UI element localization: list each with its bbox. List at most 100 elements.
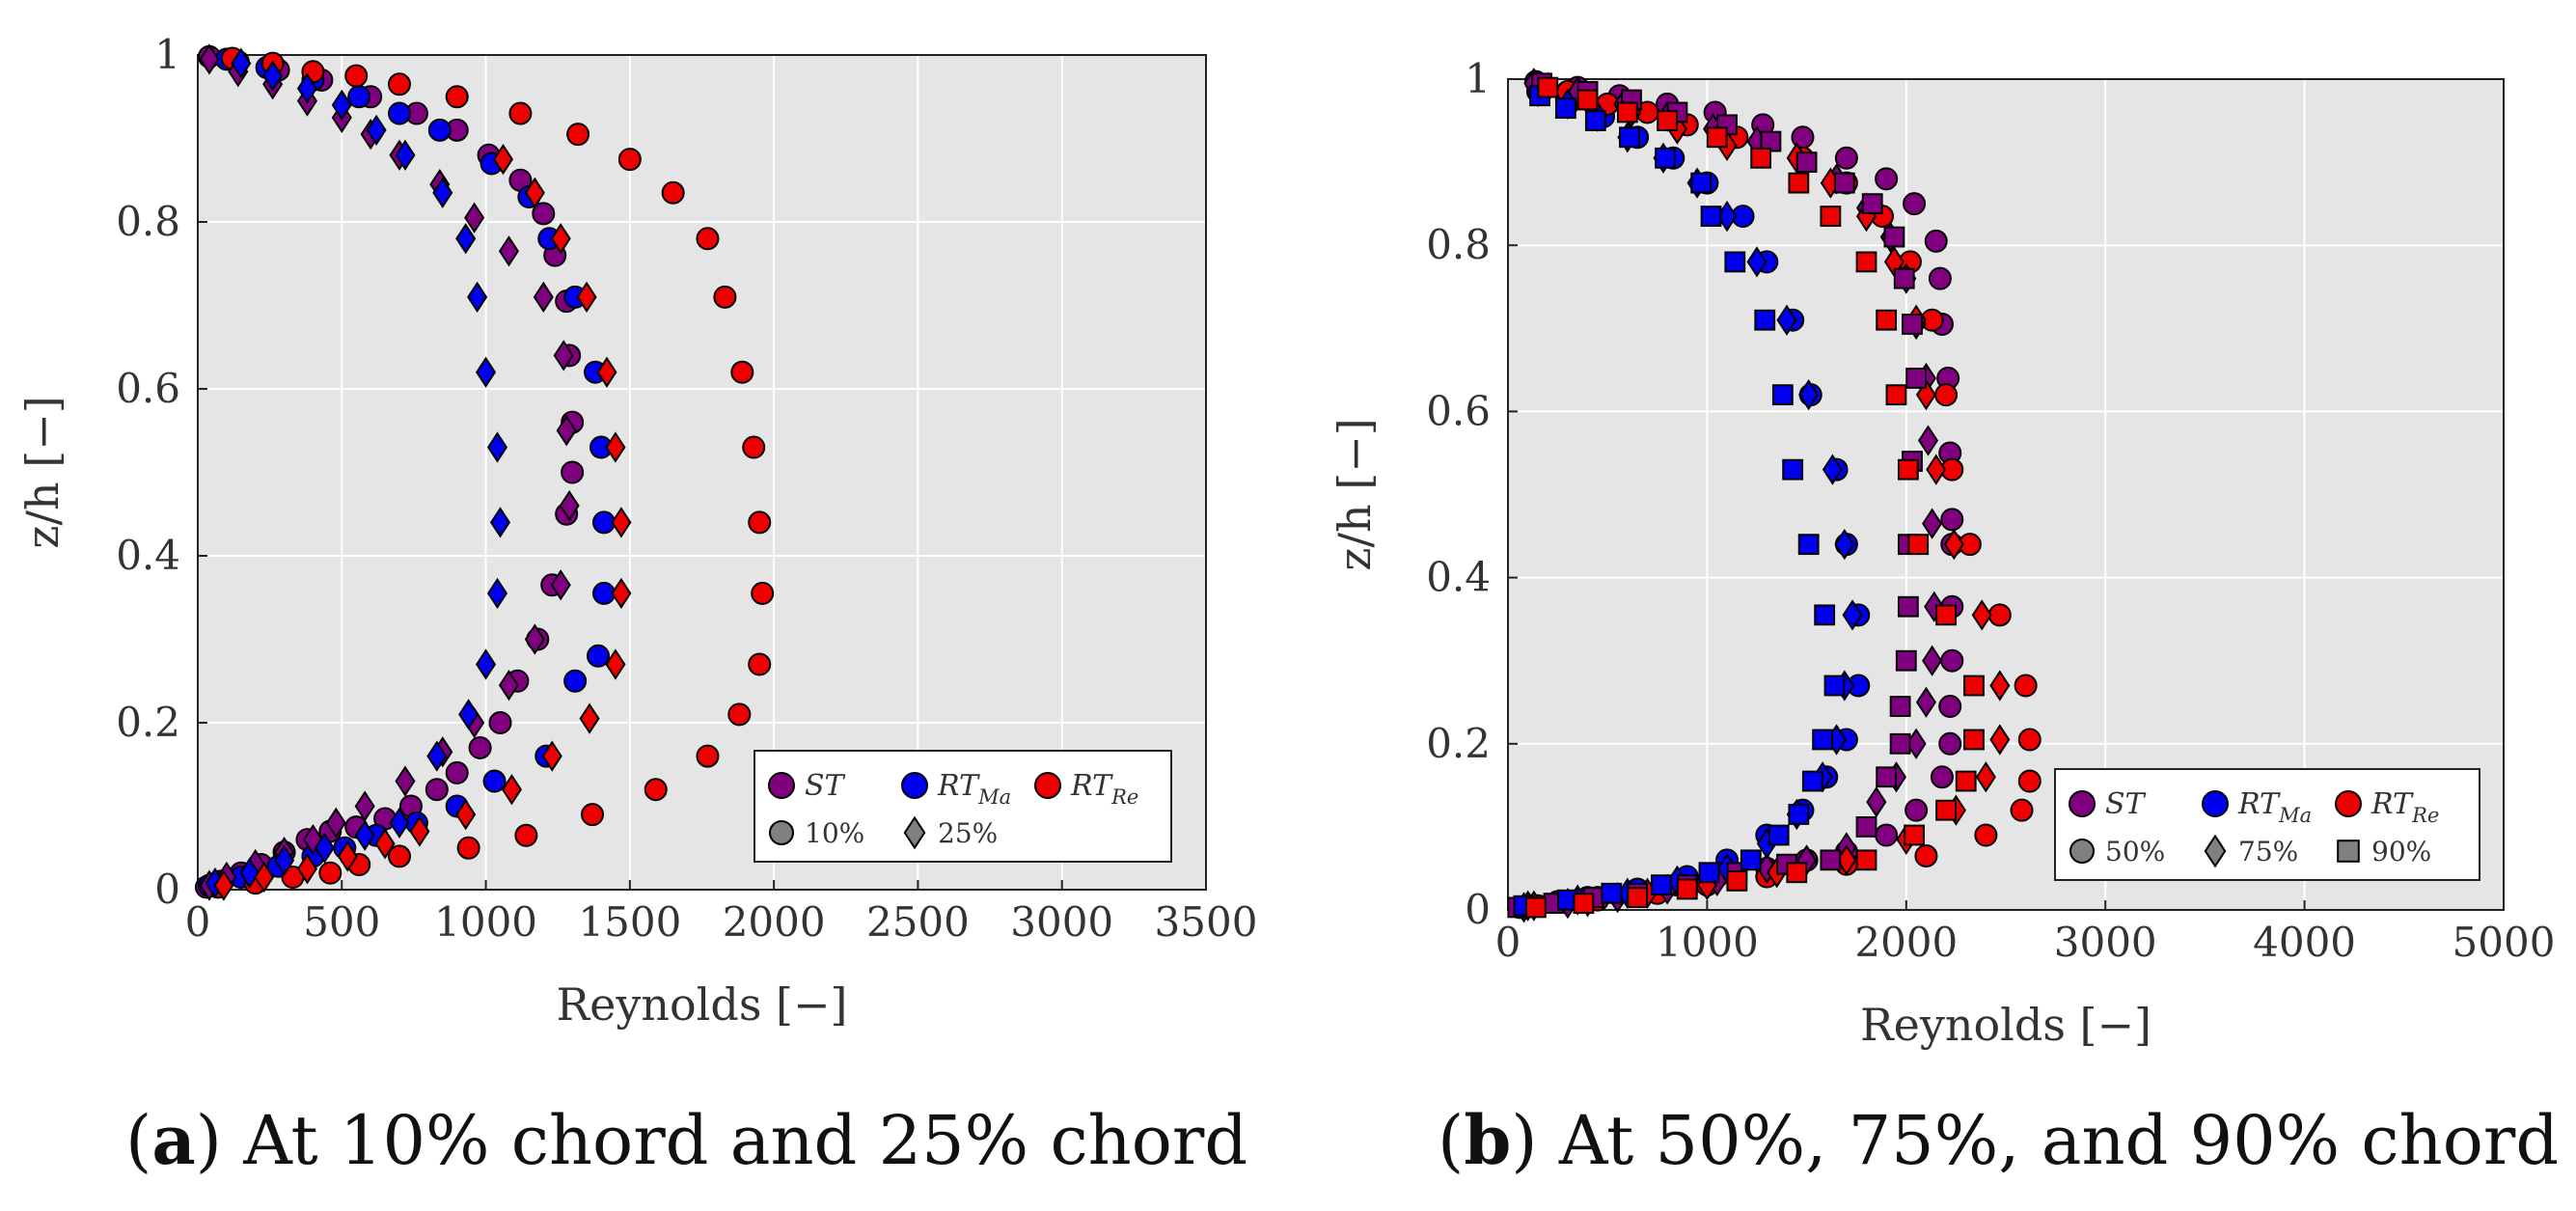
- data-point: [1524, 896, 1547, 919]
- data-point: [2014, 674, 2038, 698]
- series-rt-ma-25-: [205, 47, 511, 899]
- data-point: [514, 823, 538, 847]
- legend-color-marker: [1034, 772, 1061, 799]
- legend: ST RTMa RTRe 50% 75% 90%: [2054, 768, 2480, 881]
- data-point: [1938, 695, 1962, 719]
- data-point: [1861, 193, 1883, 215]
- data-point: [213, 869, 234, 901]
- data-point: [2010, 798, 2034, 822]
- data-point: [1812, 729, 1834, 751]
- data-point: [498, 235, 520, 267]
- data-point: [587, 644, 611, 668]
- data-point: [1915, 686, 1936, 718]
- data-point: [1905, 368, 1928, 389]
- data-point: [302, 823, 323, 856]
- data-point: [748, 510, 772, 535]
- data-point: [696, 744, 720, 768]
- data-point: [314, 832, 335, 864]
- data-point: [1975, 761, 1996, 793]
- data-point: [262, 60, 284, 92]
- data-point: [1866, 785, 1887, 818]
- y-tick-label: 1: [154, 31, 180, 78]
- data-point: [231, 47, 252, 79]
- x-axis-label: Reynolds [−]: [557, 978, 848, 1031]
- legend-color-label: ST: [805, 769, 846, 803]
- data-point: [605, 431, 626, 463]
- data-point: [561, 460, 585, 484]
- data-point: [1905, 798, 1929, 822]
- data-point: [1940, 508, 1964, 532]
- data-point: [239, 857, 260, 889]
- data-point: [1814, 604, 1836, 626]
- data-point: [1726, 869, 1748, 892]
- data-point: [199, 43, 220, 75]
- data-point: [553, 340, 574, 372]
- data-point: [1768, 824, 1790, 846]
- data-point: [1922, 645, 1943, 676]
- data-point: [1788, 804, 1810, 825]
- legend-color-marker: [2069, 790, 2096, 817]
- data-point: [1786, 862, 1808, 884]
- data-point: [1885, 384, 1907, 406]
- y-tick-label: 0.2: [1426, 720, 1491, 767]
- y-tick-label: 0.4: [116, 532, 180, 579]
- data-point: [524, 177, 545, 208]
- data-point: [581, 803, 605, 827]
- data-point: [296, 72, 318, 104]
- data-point: [1842, 599, 1863, 631]
- data-point: [1833, 172, 1855, 194]
- data-point: [1875, 823, 1899, 847]
- data-point: [1928, 266, 1952, 290]
- plot-frame: [1507, 78, 2505, 911]
- data-point: [1943, 529, 1964, 561]
- data-point: [482, 769, 507, 793]
- x-tick-label: 5000: [2453, 919, 2556, 966]
- data-point: [488, 711, 512, 734]
- data-point: [467, 281, 488, 313]
- x-tick-label: 2000: [1854, 919, 1958, 966]
- data-point: [1706, 126, 1728, 149]
- caption-a-letter: a: [151, 1100, 196, 1180]
- series-rt-re-25-: [213, 143, 632, 901]
- data-point: [730, 360, 754, 384]
- data-point: [611, 577, 632, 610]
- data-point: [445, 760, 469, 784]
- x-tick-label: 2000: [723, 898, 826, 946]
- data-point: [1740, 849, 1762, 871]
- data-point: [1834, 146, 1858, 170]
- data-point: [354, 819, 375, 851]
- data-point: [1855, 816, 1877, 838]
- data-point: [1651, 874, 1672, 896]
- data-point: [388, 101, 411, 125]
- data-point: [611, 507, 632, 538]
- data-point: [458, 699, 480, 730]
- data-point: [617, 148, 642, 172]
- data-point: [1971, 599, 1992, 631]
- data-point: [2017, 728, 2042, 752]
- data-point: [563, 669, 588, 693]
- data-point: [331, 89, 352, 122]
- data-point: [1902, 314, 1923, 335]
- caption-b-text: At 50%, 75%, and 90% chord: [1537, 1101, 2560, 1180]
- data-point: [486, 577, 508, 610]
- x-tick-label: 2500: [866, 898, 970, 946]
- data-point: [1922, 508, 1943, 539]
- x-axis-label: Reynolds [−]: [1860, 999, 2151, 1051]
- x-tick-label: 1000: [1656, 919, 1759, 966]
- chart-panel-a: 0 500 1000 1500 2000 2500 3000 3500 0 0.2 0.4 0.6 0.…: [16, 31, 1257, 1031]
- data-point: [489, 507, 511, 538]
- data-point: [1750, 147, 1772, 169]
- data-point: [476, 648, 497, 680]
- data-point: [1917, 425, 1939, 456]
- data-point: [426, 740, 448, 772]
- data-point: [1934, 383, 1959, 407]
- x-tick-label: 3000: [2054, 919, 2157, 966]
- data-point: [1795, 151, 1818, 173]
- data-point: [1904, 824, 1925, 846]
- data-point: [1889, 696, 1911, 717]
- data-point: [605, 648, 626, 680]
- legend-color-label: RTMa: [2237, 787, 2312, 827]
- legend-color-marker: [2202, 790, 2229, 817]
- data-point: [566, 123, 590, 147]
